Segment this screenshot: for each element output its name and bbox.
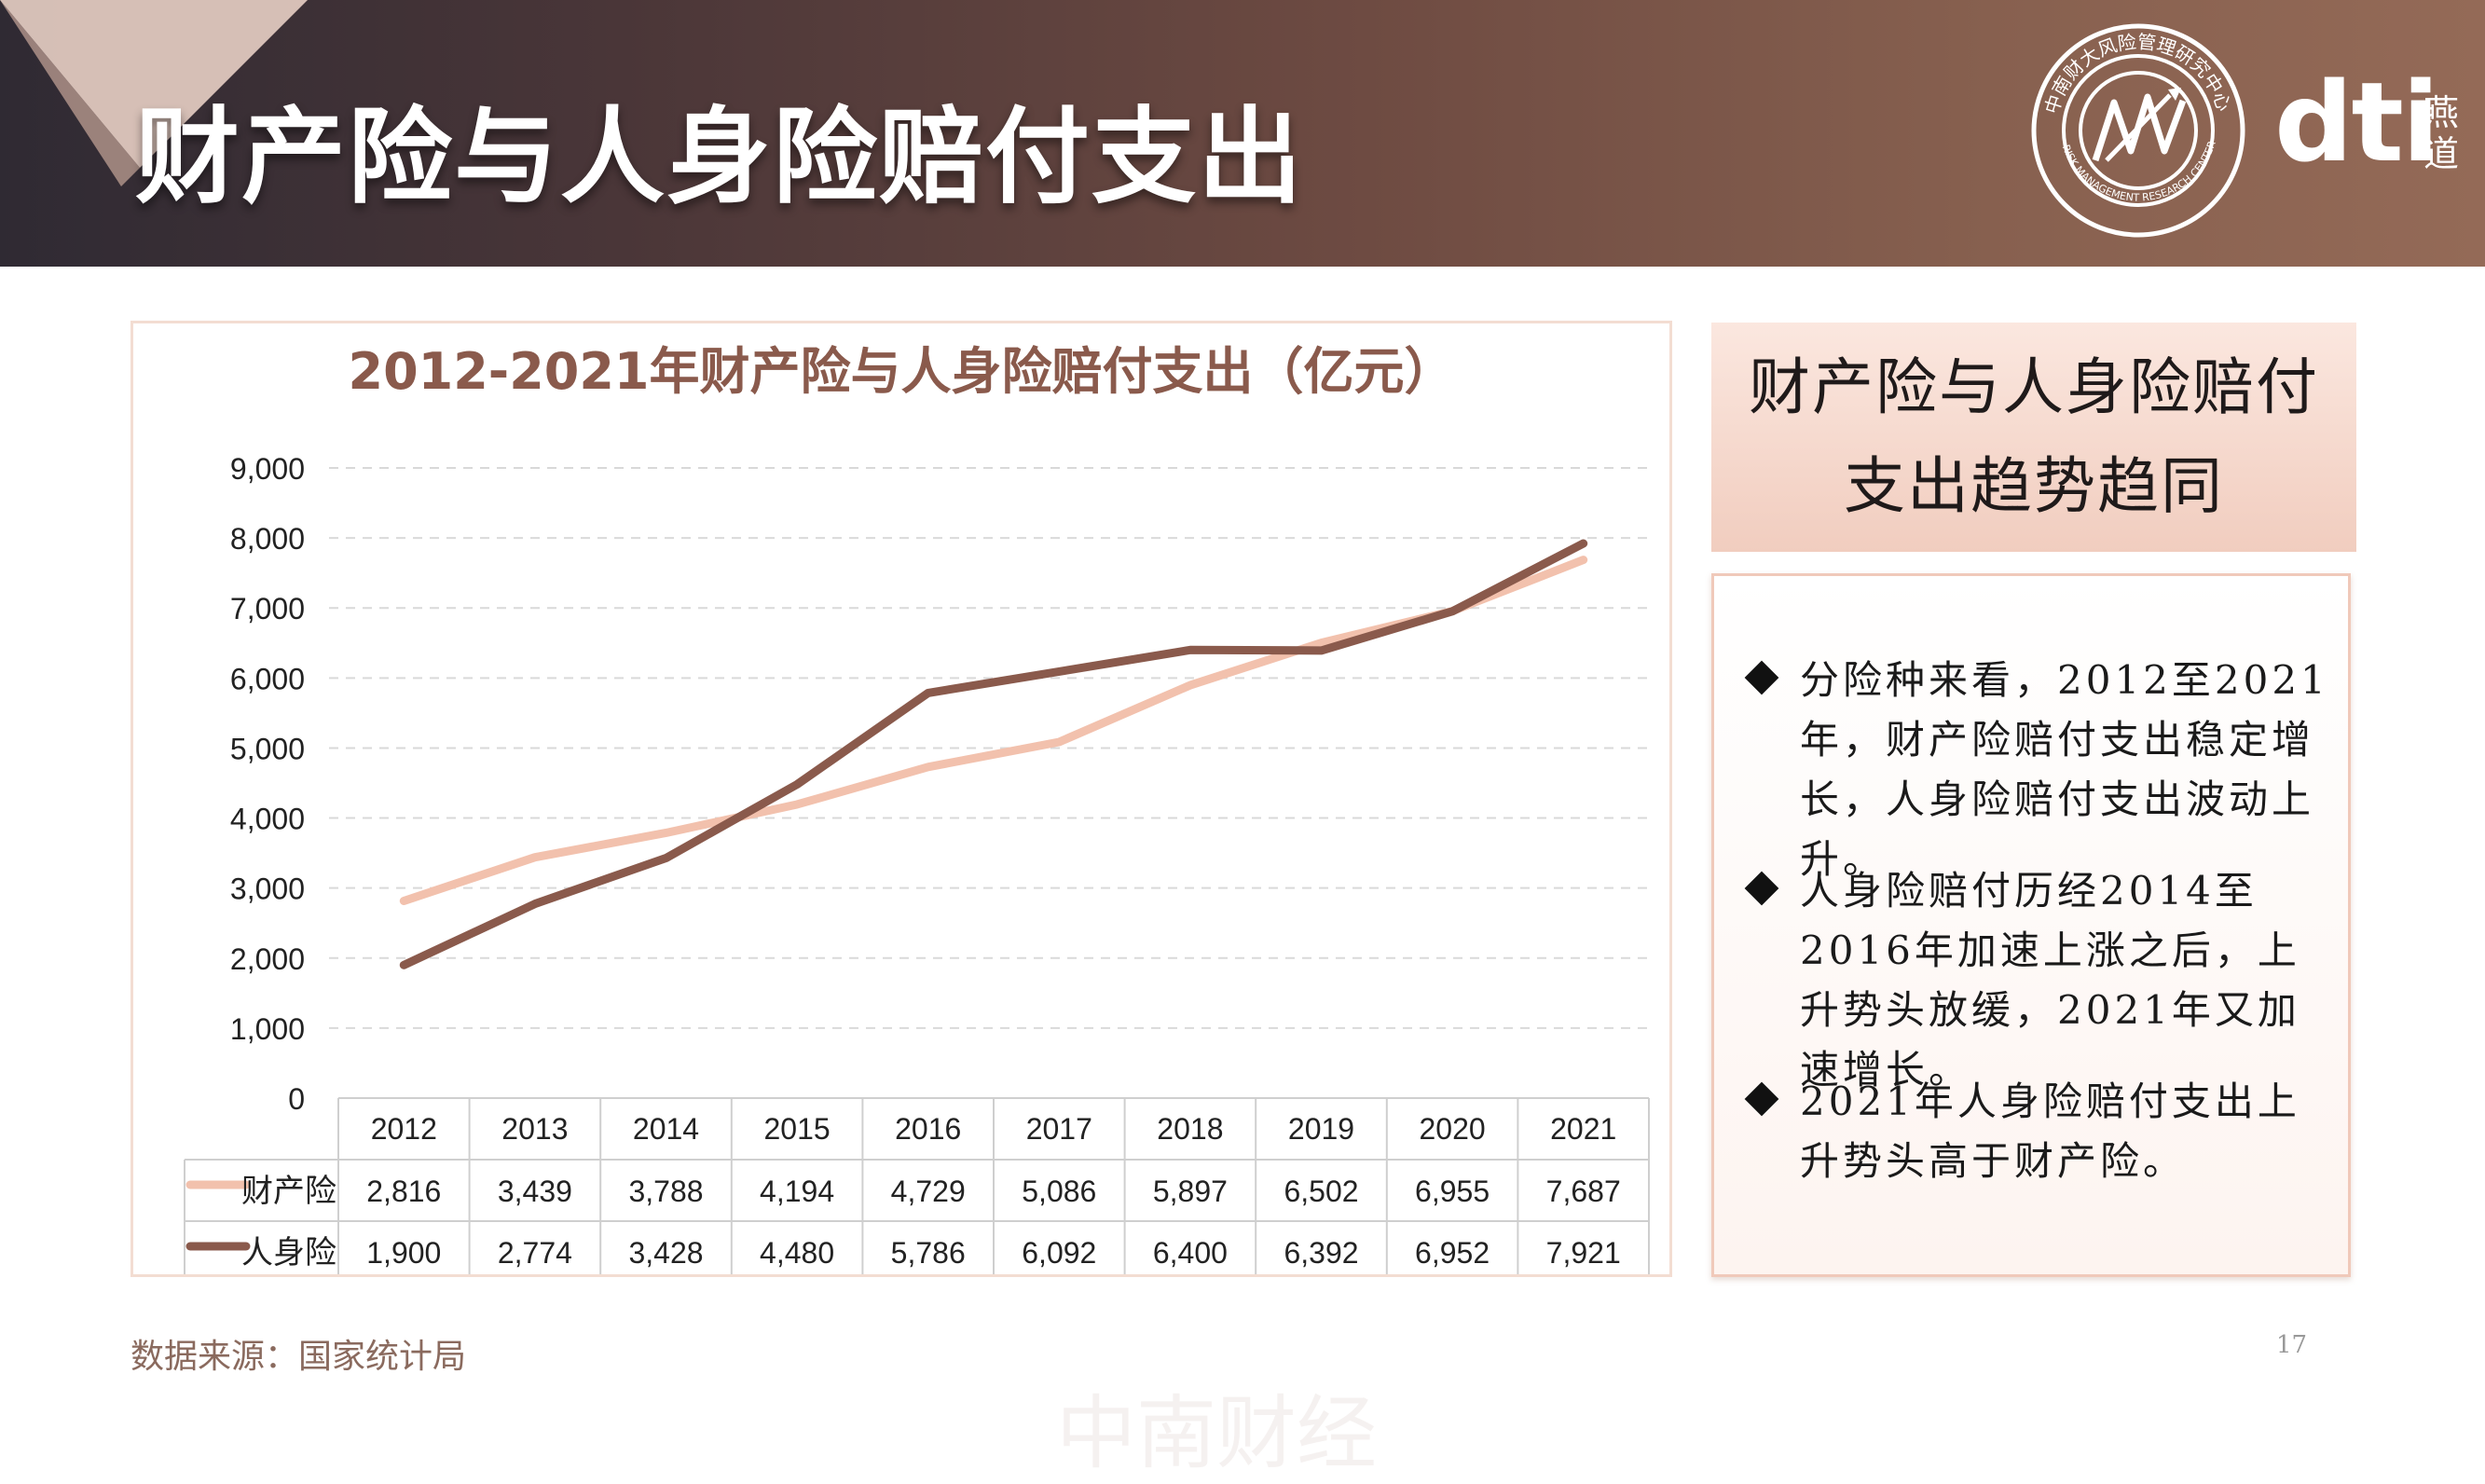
data-source-note: 数据来源：国家统计局 <box>130 1338 467 1376</box>
watermark-text: 中南财经 <box>1056 1387 1377 1480</box>
x-tick-label: 2012 <box>371 1112 437 1146</box>
data-label: 6,955 <box>1415 1175 1490 1208</box>
gridlines <box>329 467 1649 1029</box>
line-chart: 2012-2021年财产险与人身险赔付支出（亿元） 0 1,000 2,000 3,0… <box>184 342 1650 1274</box>
y-tick-label: 3,000 <box>230 873 305 906</box>
data-label: 6,092 <box>1022 1236 1096 1270</box>
note-item: 分险种来看，2012至2021年，财产险赔付支出稳定增长，人身险赔付支出波动上升… <box>1742 651 2339 889</box>
data-label: 4,729 <box>891 1175 966 1208</box>
series-line-property <box>399 556 1588 905</box>
data-label: 3,439 <box>498 1175 572 1208</box>
slide-header: 财产险与人身险赔付支出 中南财大风险管理研究中心 RISK MANAGEMENT… <box>0 0 2485 267</box>
brand-logo-text: dti <box>2274 58 2439 186</box>
data-label: 7,921 <box>1546 1236 1621 1270</box>
y-tick-label: 8,000 <box>230 522 305 556</box>
research-center-seal-icon: 中南财大风险管理研究中心 RISK MANAGEMENT RESEARCH CE… <box>2028 21 2245 238</box>
summary-line-1: 财产险与人身险赔付 <box>1749 351 2319 424</box>
brand-logo-cn: 燕道 <box>2423 92 2460 174</box>
data-label: 1,900 <box>366 1236 441 1270</box>
x-tick-label: 2014 <box>633 1112 699 1146</box>
summary-line-2: 支出趋势趋同 <box>1844 450 2224 522</box>
series-line-life <box>399 539 1588 969</box>
data-label: 3,428 <box>628 1236 703 1270</box>
note-item: 2021年人身险赔付支出上升势头高于财产险。 <box>1742 1072 2339 1191</box>
y-tick-label: 6,000 <box>230 662 305 695</box>
header-corner-decoration <box>0 0 308 186</box>
data-label: 5,786 <box>891 1236 966 1270</box>
data-label: 5,897 <box>1153 1175 1228 1208</box>
note-item: 人身险赔付历经2014至2016年加速上涨之后，上升势头放缓，2021年又加速增… <box>1742 861 2339 1100</box>
y-axis-ticks: 0 1,000 2,000 3,000 4,000 5,000 6,000 7,000 8,00… <box>230 452 305 1116</box>
x-tick-label: 2020 <box>1420 1112 1486 1146</box>
bullet-diamond-icon <box>1744 1081 1779 1117</box>
y-tick-label: 1,000 <box>230 1012 305 1046</box>
data-label: 6,502 <box>1284 1175 1358 1208</box>
x-tick-label: 2016 <box>895 1112 961 1146</box>
x-tick-label: 2021 <box>1550 1112 1616 1146</box>
x-tick-label: 2013 <box>501 1112 568 1146</box>
series-lines <box>399 539 1588 969</box>
data-label: 7,687 <box>1546 1175 1621 1208</box>
chart-title: 2012-2021年财产险与人身险赔付支出（亿元） <box>349 342 1455 401</box>
x-tick-label: 2015 <box>764 1112 831 1146</box>
y-tick-label: 0 <box>288 1082 305 1116</box>
note-text: 2021年人身险赔付支出上升势头高于财产险。 <box>1800 1079 2300 1184</box>
bullet-diamond-icon <box>1744 871 1779 906</box>
page-number: 17 <box>2276 1331 2308 1359</box>
legend-label: 财产险 <box>241 1173 336 1210</box>
x-tick-label: 2019 <box>1288 1112 1354 1146</box>
x-tick-label: 2018 <box>1157 1112 1223 1146</box>
bullet-diamond-icon <box>1744 660 1779 695</box>
data-label: 5,086 <box>1022 1175 1096 1208</box>
legend-label: 人身险 <box>241 1234 336 1271</box>
slide-title: 财产险与人身险赔付支出 <box>135 97 1304 218</box>
data-label: 3,788 <box>628 1175 703 1208</box>
y-tick-label: 4,000 <box>230 803 305 836</box>
data-label: 6,400 <box>1153 1236 1228 1270</box>
y-tick-label: 9,000 <box>230 452 305 486</box>
notes-box: 分险种来看，2012至2021年，财产险赔付支出稳定增长，人身险赔付支出波动上升… <box>1711 573 2351 1277</box>
data-label: 6,952 <box>1415 1236 1490 1270</box>
note-text: 人身险赔付历经2014至2016年加速上涨之后，上升势头放缓，2021年又加速增… <box>1800 868 2300 1092</box>
data-label: 4,480 <box>760 1236 834 1270</box>
note-text: 分险种来看，2012至2021年，财产险赔付支出稳定增长，人身险赔付支出波动上升… <box>1800 657 2329 882</box>
y-tick-label: 5,000 <box>230 732 305 765</box>
summary-box: 财产险与人身险赔付 支出趋势趋同 <box>1711 323 2356 552</box>
y-tick-label: 2,000 <box>230 942 305 976</box>
data-label: 2,774 <box>498 1236 572 1270</box>
data-label: 2,816 <box>366 1175 441 1208</box>
chart-panel: 2012-2021年财产险与人身险赔付支出（亿元） 0 1,000 2,000 3,0… <box>130 321 1672 1480</box>
x-tick-label: 2017 <box>1026 1112 1092 1146</box>
data-label: 6,392 <box>1284 1236 1358 1270</box>
data-label: 4,194 <box>760 1175 834 1208</box>
data-table: 2012 2013 2014 2015 2016 2017 2018 2019 2020 2021… <box>184 1097 1650 1274</box>
y-tick-label: 7,000 <box>230 592 305 625</box>
